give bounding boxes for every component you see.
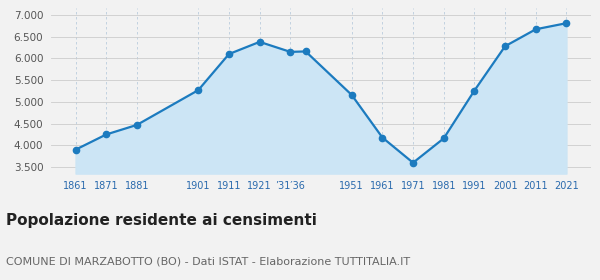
Text: Popolazione residente ai censimenti: Popolazione residente ai censimenti <box>6 213 317 228</box>
Text: COMUNE DI MARZABOTTO (BO) - Dati ISTAT - Elaborazione TUTTITALIA.IT: COMUNE DI MARZABOTTO (BO) - Dati ISTAT -… <box>6 256 410 267</box>
